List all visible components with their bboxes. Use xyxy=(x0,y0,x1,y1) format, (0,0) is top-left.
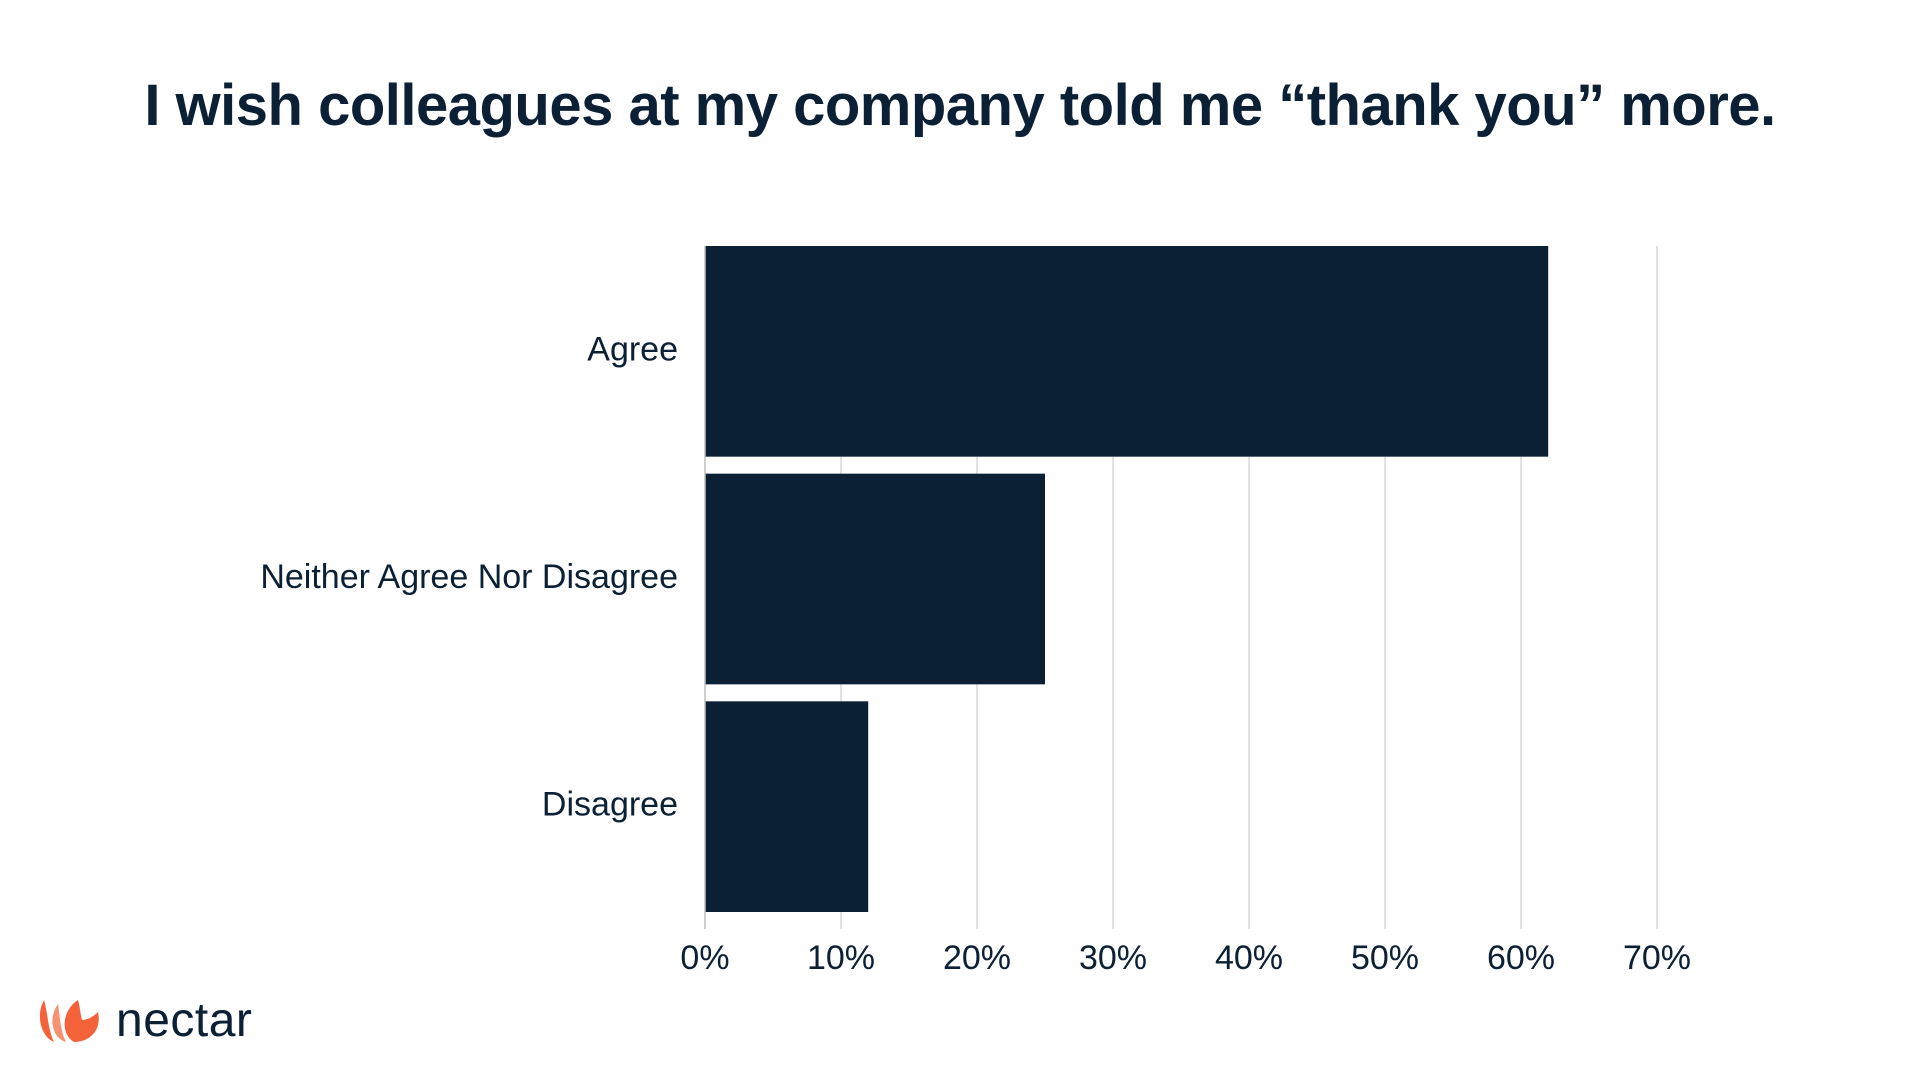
x-tick-label: 50% xyxy=(1351,939,1419,977)
chart-title: I wish colleagues at my company told me … xyxy=(144,73,1776,138)
bar xyxy=(705,473,1045,685)
category-labels: Agree Neither Agree Nor Disagree Disagree xyxy=(260,330,678,823)
x-tick-label: 0% xyxy=(680,939,729,977)
nectar-flower-icon xyxy=(39,1000,99,1042)
bar xyxy=(705,701,869,912)
logo-text: nectar xyxy=(116,993,253,1047)
category-label: Disagree xyxy=(542,786,678,824)
x-tick-label: 70% xyxy=(1623,939,1691,977)
x-tick-label: 30% xyxy=(1079,939,1147,977)
category-label: Agree xyxy=(587,330,678,368)
category-label: Neither Agree Nor Disagree xyxy=(260,558,678,596)
x-tick-label: 20% xyxy=(943,939,1011,977)
x-tick-labels: 0% 10% 20% 30% 40% 50% 60% 70% xyxy=(680,939,1691,977)
x-tick-label: 60% xyxy=(1487,939,1555,977)
bars xyxy=(705,246,1549,912)
bar xyxy=(705,246,1549,457)
x-tick-label: 10% xyxy=(807,939,875,977)
x-tick-label: 40% xyxy=(1215,939,1283,977)
nectar-logo: nectar xyxy=(38,990,252,1050)
